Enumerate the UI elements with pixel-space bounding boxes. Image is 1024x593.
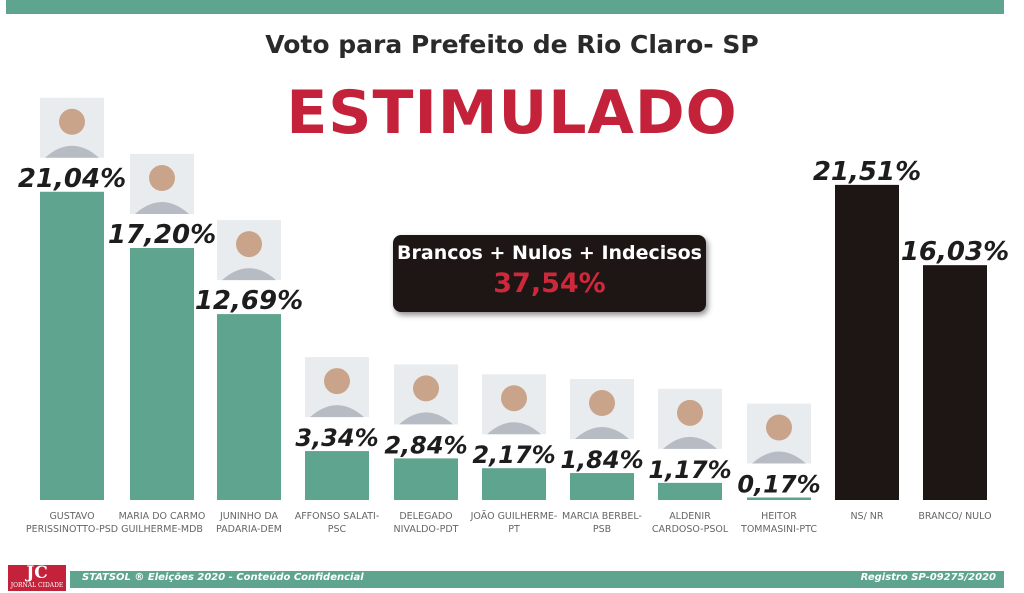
value-label-3: 3,34% bbox=[295, 424, 378, 452]
logo-subtext: JORNAL CIDADE bbox=[10, 582, 64, 589]
value-label-2: 12,69% bbox=[195, 286, 303, 316]
candidate-photo-1 bbox=[130, 154, 194, 215]
value-label-10: 16,03% bbox=[901, 237, 1009, 267]
category-label-2-1: PADARIA-DEM bbox=[216, 524, 282, 535]
bar-4 bbox=[394, 458, 458, 500]
category-label-4-1: NIVALDO-PDT bbox=[394, 524, 459, 535]
category-label-2-0: JUNINHO DA bbox=[219, 511, 279, 522]
category-label-4-0: DELEGADO bbox=[399, 511, 452, 522]
candidate-photo-5 bbox=[482, 374, 546, 435]
bar-0 bbox=[40, 191, 104, 500]
bar-3 bbox=[305, 451, 369, 500]
logo-text: JC bbox=[26, 563, 48, 583]
category-label-5-0: JOÃO GUILHERME- bbox=[470, 511, 558, 522]
value-label-8: 0,17% bbox=[737, 471, 820, 499]
candidate-photo-3 bbox=[305, 357, 369, 418]
candidate-photo-6 bbox=[570, 379, 634, 440]
bar-10 bbox=[923, 265, 987, 500]
category-label-5-1: PT bbox=[508, 524, 520, 535]
category-label-8-1: TOMMASINI-PTC bbox=[740, 524, 817, 535]
candidate-photo-7 bbox=[658, 388, 722, 449]
footer-source: STATSOL ® Eleições 2020 - Conteúdo Confi… bbox=[82, 572, 364, 583]
category-label-1-0: MARIA DO CARMO bbox=[119, 511, 206, 522]
category-label-6-0: MARCIA BERBEL- bbox=[562, 511, 642, 522]
category-label-6-1: PSB bbox=[593, 524, 611, 535]
category-label-9-0: NS/ NR bbox=[850, 511, 883, 522]
category-label-8-0: HEITOR bbox=[761, 511, 797, 522]
callout-value: 37,54% bbox=[493, 268, 606, 299]
category-label-10-0: BRANCO/ NULO bbox=[918, 511, 991, 522]
candidate-photo-2 bbox=[217, 220, 281, 281]
bar-9 bbox=[835, 184, 899, 501]
bar-5 bbox=[482, 468, 546, 500]
category-label-3-0: AFFONSO SALATI- bbox=[295, 511, 380, 522]
category-label-7-1: CARDOSO-PSOL bbox=[652, 524, 729, 535]
top-band bbox=[6, 0, 1004, 14]
value-label-7: 1,17% bbox=[648, 456, 731, 484]
value-label-9: 21,51% bbox=[813, 157, 921, 187]
bar-6 bbox=[570, 473, 634, 500]
candidate-photo-0 bbox=[40, 97, 104, 158]
candidate-photo-8 bbox=[747, 403, 811, 464]
category-label-0-1: PERISSINOTTO-PSD bbox=[26, 524, 118, 535]
bar-1 bbox=[130, 248, 194, 500]
category-label-3-1: PSC bbox=[328, 524, 347, 535]
bar-8 bbox=[747, 497, 811, 500]
value-label-0: 21,04% bbox=[18, 164, 126, 194]
value-label-6: 1,84% bbox=[560, 446, 643, 474]
callout-label: Brancos + Nulos + Indecisos bbox=[397, 242, 702, 264]
bar-7 bbox=[658, 482, 722, 500]
value-label-1: 17,20% bbox=[108, 220, 216, 250]
candidate-photo-4 bbox=[394, 364, 458, 425]
bar-2 bbox=[217, 314, 281, 500]
category-label-0-0: GUSTAVO bbox=[49, 511, 94, 522]
category-label-7-0: ALDENIR bbox=[669, 511, 711, 522]
footer-registration: Registro SP-09275/2020 bbox=[860, 572, 996, 583]
value-label-5: 2,17% bbox=[472, 441, 555, 469]
chart-title: Voto para Prefeito de Rio Claro- SP bbox=[265, 30, 759, 59]
jc-logo: JC JORNAL CIDADE bbox=[8, 565, 66, 591]
chart-subtitle: ESTIMULADO bbox=[286, 78, 738, 148]
category-label-1-1: GUILHERME-MDB bbox=[121, 524, 203, 535]
blank-null-undecided-callout: Brancos + Nulos + Indecisos 37,54% bbox=[393, 235, 706, 312]
value-label-4: 2,84% bbox=[384, 431, 467, 459]
footer-bar bbox=[70, 571, 1004, 588]
